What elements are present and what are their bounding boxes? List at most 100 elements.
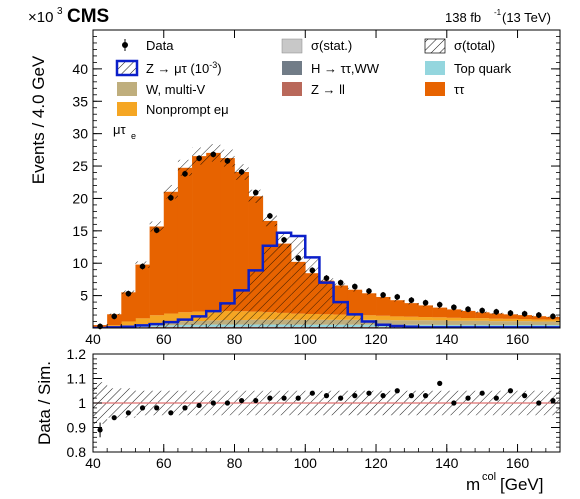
ratio-x-tick-label: 160 xyxy=(506,455,530,471)
data-point xyxy=(281,237,287,243)
y-exponent-base: ×10 xyxy=(28,9,53,26)
ratio-y-tick-label: 0.9 xyxy=(67,420,87,436)
ratio-point xyxy=(154,405,160,411)
stack-bar-nonprompt-e- xyxy=(135,318,150,325)
ratio-point xyxy=(267,395,273,401)
stack-bar-- xyxy=(135,264,150,319)
stack-bar-- xyxy=(404,303,419,317)
data-point xyxy=(168,194,174,201)
ratio-point xyxy=(196,402,202,409)
uncertainty-bin xyxy=(347,287,362,292)
signal-bin xyxy=(305,257,320,328)
main-y-tick-label: 35 xyxy=(72,93,88,109)
ratio-point xyxy=(507,388,514,394)
main-y-tick-label: 25 xyxy=(72,158,88,174)
stack-bar-w-multi-v xyxy=(531,321,547,326)
uncertainty-bin xyxy=(177,159,193,176)
ratio-point xyxy=(125,410,131,416)
ratio-point xyxy=(352,393,358,399)
ratio-point xyxy=(97,427,103,433)
main-x-tick-label: 140 xyxy=(435,331,459,347)
data-point xyxy=(366,288,372,294)
ratio-point xyxy=(210,400,216,406)
legend-entry-total: σ(total) xyxy=(424,38,495,54)
stack-bar-- xyxy=(503,314,518,319)
data-point xyxy=(465,306,471,313)
svg-text:σ(stat.): σ(stat.) xyxy=(311,38,352,53)
data-point xyxy=(153,227,160,233)
ratio-y-axis-title: Data / Sim. xyxy=(35,361,54,445)
ratio-point xyxy=(465,395,471,401)
stack-bar-- xyxy=(390,300,405,317)
signal-bin xyxy=(234,290,249,328)
stack-bar-- xyxy=(163,191,179,314)
stack-bar-w-multi-v xyxy=(376,319,391,325)
stack-bar-- xyxy=(475,312,490,319)
stack-bar-- xyxy=(517,315,532,319)
stack-bar-w-multi-v xyxy=(404,320,419,325)
stack-bar-nonprompt-e- xyxy=(432,317,448,321)
ratio-x-tick-label: 120 xyxy=(364,455,388,471)
data-point xyxy=(408,297,415,303)
ratio-point xyxy=(224,400,231,406)
stack-bar-- xyxy=(206,152,221,311)
uncertainty-bin xyxy=(262,215,277,227)
ratio-y-tick-label: 1.2 xyxy=(67,346,87,362)
svg-text:Top quark: Top quark xyxy=(454,61,512,76)
ratio-point xyxy=(408,393,415,399)
stack-bar-- xyxy=(489,313,504,319)
stack-bar-- xyxy=(234,172,249,312)
ratio-point xyxy=(493,395,499,401)
lumi-label: 138 fb xyxy=(445,10,481,25)
main-y-tick-label: 20 xyxy=(72,190,88,206)
uncertainty-bin xyxy=(390,298,405,302)
ratio-point xyxy=(309,390,315,396)
ratio-point xyxy=(394,388,400,394)
main-y-tick-label: 15 xyxy=(72,223,88,239)
signal-bin xyxy=(248,270,263,328)
data-point xyxy=(535,312,542,318)
ratio-point xyxy=(550,397,556,404)
stack-bar-w-multi-v xyxy=(418,320,433,325)
stack-bar-- xyxy=(460,310,476,319)
stack-bar-- xyxy=(107,314,122,326)
ratio-point xyxy=(451,400,457,406)
legend-entry-data: Data xyxy=(122,38,174,53)
ratio-point xyxy=(536,400,542,406)
stack-bar-- xyxy=(376,296,391,316)
stack-bar-nonprompt-e- xyxy=(503,318,518,322)
stack-bar-w-multi-v xyxy=(489,321,504,326)
main-x-tick-label: 100 xyxy=(294,331,318,347)
data-point xyxy=(479,307,485,314)
stack-bar-top-quark xyxy=(475,324,490,328)
signal-bin xyxy=(135,325,150,328)
legend-entry-tautau: ττ xyxy=(425,82,465,97)
main-x-tick-label: 60 xyxy=(156,331,172,347)
svg-text:Nonprompt eμ: Nonprompt eμ xyxy=(146,102,229,117)
stack-bar-top-quark xyxy=(418,324,433,328)
data-point xyxy=(451,304,457,311)
data-point xyxy=(323,275,330,281)
stack-bar-- xyxy=(220,158,235,311)
ratio-x-tick-label: 140 xyxy=(435,455,459,471)
uncertainty-bin xyxy=(149,221,164,232)
signal-bin xyxy=(333,302,348,328)
stack-bar-nonprompt-e- xyxy=(149,315,165,324)
svg-text:Z → μτ (10-3): Z → μτ (10-3) xyxy=(146,60,222,76)
signal-bin xyxy=(276,232,292,328)
ratio-x-tick-label: 40 xyxy=(85,455,101,471)
y-exponent-power: 3 xyxy=(57,6,63,17)
svg-text:H → ττ,WW: H → ττ,WW xyxy=(311,61,380,76)
stack-bar-w-multi-v xyxy=(390,320,405,325)
main-x-tick-label: 160 xyxy=(506,331,530,347)
stack-bar-w-multi-v xyxy=(475,320,490,325)
ratio-y-tick-label: 0.8 xyxy=(67,444,87,460)
experiment-label: CMS xyxy=(67,6,109,27)
ratio-point xyxy=(366,390,372,396)
stack-bar-w-multi-v xyxy=(432,320,448,325)
ratio-y-tick-label: 1 xyxy=(78,395,86,411)
signal-bin xyxy=(319,282,334,328)
ratio-y-tick-label: 1.1 xyxy=(67,371,87,387)
data-point xyxy=(521,310,528,317)
stack-bar-w-multi-v xyxy=(460,320,476,325)
